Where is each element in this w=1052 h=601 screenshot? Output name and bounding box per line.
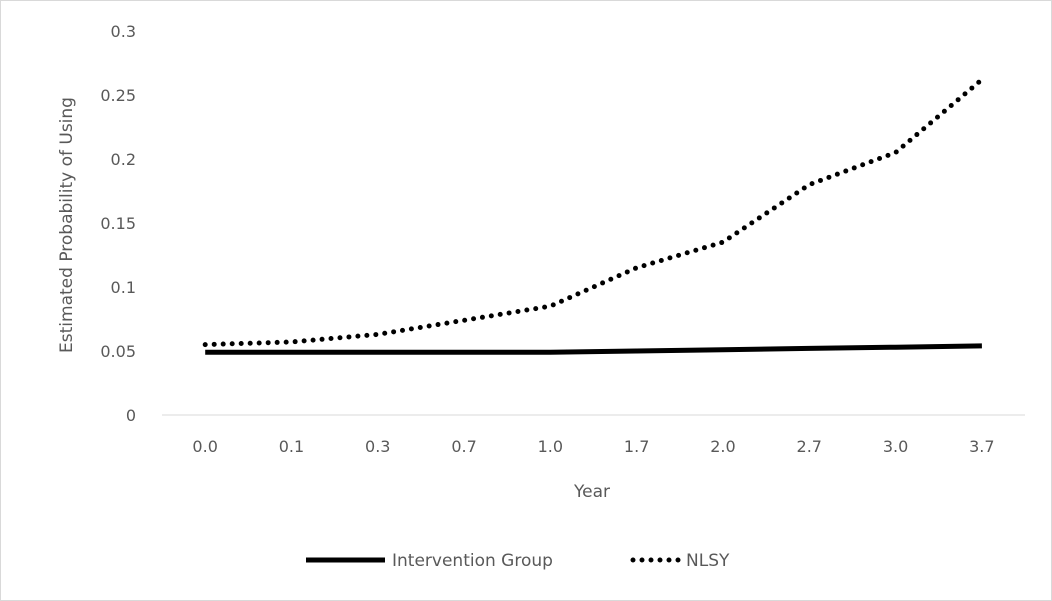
x-tick-label: 3.0 <box>883 437 908 456</box>
gridlines <box>162 30 1025 416</box>
y-tick-label: 0.2 <box>111 150 136 169</box>
x-axis-tick-labels: 0.0 0.1 0.3 0.7 1.0 1.7 2.0 2.7 3.0 3.7 <box>192 437 994 456</box>
legend-label-nlsy: NLSY <box>686 551 730 571</box>
y-axis-title: Estimated Probability of Using <box>57 97 77 353</box>
x-axis-title: Year <box>573 482 610 502</box>
x-tick-label: 1.7 <box>624 437 649 456</box>
x-tick-label: 2.0 <box>710 437 735 456</box>
y-tick-label: 0.15 <box>100 214 136 233</box>
y-tick-label: 0.25 <box>100 86 136 105</box>
series-lines <box>202 77 985 355</box>
series-line-nlsy <box>202 77 985 348</box>
x-tick-label: 0.0 <box>192 437 217 456</box>
series-line-intervention-group <box>205 343 982 355</box>
legend-label-intervention-group: Intervention Group <box>392 551 553 571</box>
y-tick-label: 0.3 <box>111 22 136 41</box>
x-tick-label: 1.0 <box>538 437 563 456</box>
x-tick-label: 3.7 <box>969 437 994 456</box>
y-axis-tick-labels: 0 0.05 0.1 0.15 0.2 0.25 0.3 <box>100 22 136 425</box>
legend: Intervention Group NLSY <box>306 551 730 571</box>
y-tick-label: 0.1 <box>111 278 136 297</box>
y-tick-label: 0.05 <box>100 342 136 361</box>
x-tick-label: 2.7 <box>797 437 822 456</box>
x-tick-label: 0.1 <box>279 437 304 456</box>
x-tick-label: 0.3 <box>365 437 390 456</box>
x-tick-label: 0.7 <box>451 437 476 456</box>
y-tick-label: 0 <box>126 406 136 425</box>
